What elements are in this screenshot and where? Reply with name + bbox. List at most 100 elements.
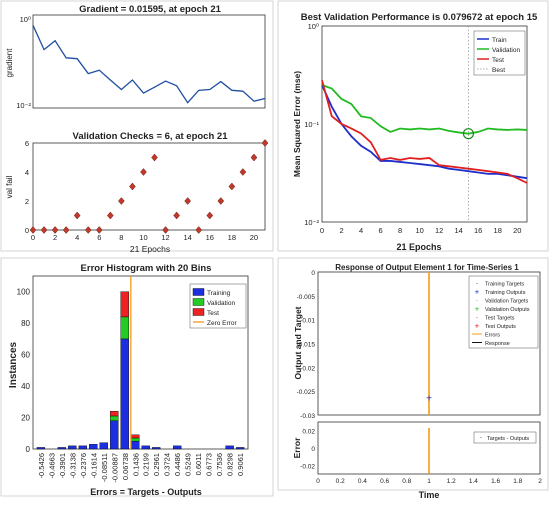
histogram-xtick: 0.7536 xyxy=(215,453,224,476)
val-checks-ytick: 4 xyxy=(25,168,29,177)
histogram-legend-label: Validation xyxy=(207,300,235,307)
histogram-xtick: -0.3901 xyxy=(58,453,67,478)
histogram-xtick: -0.4663 xyxy=(47,453,56,478)
val-checks-xtick: 2 xyxy=(53,233,57,242)
performance-line-test xyxy=(321,79,528,184)
val-checks-xtick: 10 xyxy=(139,233,147,242)
val-checks-point xyxy=(162,226,169,234)
performance-xtick: 18 xyxy=(494,226,502,235)
performance-ytick: 10⁻² xyxy=(304,218,319,227)
histogram-bar-training xyxy=(225,445,234,450)
response-error-xtick: 0.2 xyxy=(336,478,345,485)
histogram-bar-test xyxy=(110,411,119,417)
gradient-line xyxy=(32,25,266,104)
performance-xtick: 8 xyxy=(398,226,402,235)
histogram-ytick: 20 xyxy=(21,414,30,423)
val-checks-xtick: 18 xyxy=(228,233,236,242)
response-error-xtick: 1.8 xyxy=(513,478,522,485)
val-checks-point xyxy=(151,153,158,162)
performance-legend-label: Test xyxy=(492,57,504,64)
histogram-bar-validation xyxy=(131,437,140,442)
performance-title: Best Validation Performance is 0.079672 … xyxy=(301,12,538,23)
response-error-ylabel: Error xyxy=(292,437,302,458)
val-checks-point xyxy=(206,211,214,220)
histogram-xtick: 0.2199 xyxy=(142,453,151,476)
response-legend-marker: + xyxy=(475,322,480,331)
response-error-legend-label: Targets - Outputs xyxy=(487,436,529,442)
response-title: Response of Output Element 1 for Time-Se… xyxy=(335,263,519,272)
histogram-title: Error Histogram with 20 Bins xyxy=(81,263,212,274)
performance-xlabel: 21 Epochs xyxy=(396,242,441,252)
performance-legend-label: Train xyxy=(492,37,507,44)
response-ytick: -0.015 xyxy=(297,342,316,349)
response-error-xtick: 1 xyxy=(427,478,431,485)
val-checks-point xyxy=(239,168,247,176)
histogram-xtick: 0.2961 xyxy=(152,453,161,476)
performance-xtick: 4 xyxy=(359,226,363,235)
performance-xtick: 10 xyxy=(415,226,423,235)
response-legend-label: Training Outputs xyxy=(485,290,526,296)
val-checks-xtick: 16 xyxy=(206,233,214,242)
histogram-bar-training xyxy=(141,445,150,450)
gradient-title: Gradient = 0.01595, at epoch 21 xyxy=(79,4,221,15)
val-checks-point xyxy=(129,182,136,191)
response-legend-label: Training Targets xyxy=(485,282,524,288)
response-error-xtick: 2 xyxy=(538,478,542,485)
histogram-ytick: 40 xyxy=(21,382,30,391)
response-legend-label: Validation Outputs xyxy=(485,307,530,313)
performance-xtick: 2 xyxy=(339,226,343,235)
performance-ytick: 10⁻¹ xyxy=(304,120,319,129)
response-error-ytick: -0.02 xyxy=(300,463,315,470)
gradient-ylabel: gradient xyxy=(5,48,14,78)
performance-xtick: 6 xyxy=(378,226,382,235)
histogram-legend-swatch xyxy=(192,288,205,296)
val-checks-point xyxy=(40,226,48,234)
histogram-bar-validation xyxy=(120,316,129,340)
response-output-point: + xyxy=(426,393,432,404)
histogram-ylabel: Instances xyxy=(8,341,19,388)
val-checks-plot-area xyxy=(32,142,266,231)
histogram-xlabel: Errors = Targets - Outputs xyxy=(90,487,202,497)
val-checks-point xyxy=(184,197,191,205)
histogram-xtick: 0.4486 xyxy=(173,453,182,476)
val-checks-point xyxy=(228,182,236,191)
val-checks-point xyxy=(217,197,225,205)
histogram-bar-validation xyxy=(110,415,119,421)
response-error-ytick: 0.02 xyxy=(302,429,315,436)
histogram-ytick: 80 xyxy=(21,319,30,328)
response-error-xtick: 1.6 xyxy=(491,478,500,485)
response-ytick: -0.03 xyxy=(300,413,315,420)
response-ytick: -0.005 xyxy=(297,294,316,301)
val-checks-xtick: 0 xyxy=(31,233,35,242)
val-checks-ytick: 2 xyxy=(25,197,29,206)
response-error-xtick: 0.8 xyxy=(402,478,411,485)
response-legend-marker: + xyxy=(475,288,480,297)
histogram-legend-label: Training xyxy=(207,290,231,297)
histogram-bar-training xyxy=(36,447,46,450)
histogram-xtick: -0.2376 xyxy=(79,453,88,478)
performance-ylabel: Mean Squared Error (mse) xyxy=(292,71,302,177)
performance-xtick: 12 xyxy=(435,226,443,235)
val-checks-xtick: 8 xyxy=(119,233,123,242)
val-checks-ytick: 0 xyxy=(25,226,29,235)
histogram-bar-training xyxy=(89,444,98,450)
response-ytick: -0.01 xyxy=(300,318,315,325)
response-legend-marker: · xyxy=(476,313,479,322)
response-legend-marker: + xyxy=(475,305,480,314)
val-checks-point xyxy=(107,211,114,220)
response-legend-label: Validation Targets xyxy=(485,299,528,305)
histogram-xtick: 0.1436 xyxy=(131,453,140,476)
response-error-xtick: 0 xyxy=(316,478,320,485)
histogram-xtick: 0.3724 xyxy=(163,453,172,476)
histogram-xtick: 0.6773 xyxy=(205,453,214,476)
histogram-ytick: 100 xyxy=(17,288,31,297)
val-checks-point xyxy=(29,226,37,234)
val-checks-point xyxy=(173,211,180,220)
val-checks-title: Validation Checks = 6, at epoch 21 xyxy=(73,131,229,142)
response-ytick: -0.025 xyxy=(297,389,316,396)
histogram-bar-training xyxy=(235,447,245,450)
histogram-bar-training xyxy=(99,442,108,450)
val-checks-point xyxy=(84,226,92,234)
histogram-legend-swatch xyxy=(192,308,205,316)
